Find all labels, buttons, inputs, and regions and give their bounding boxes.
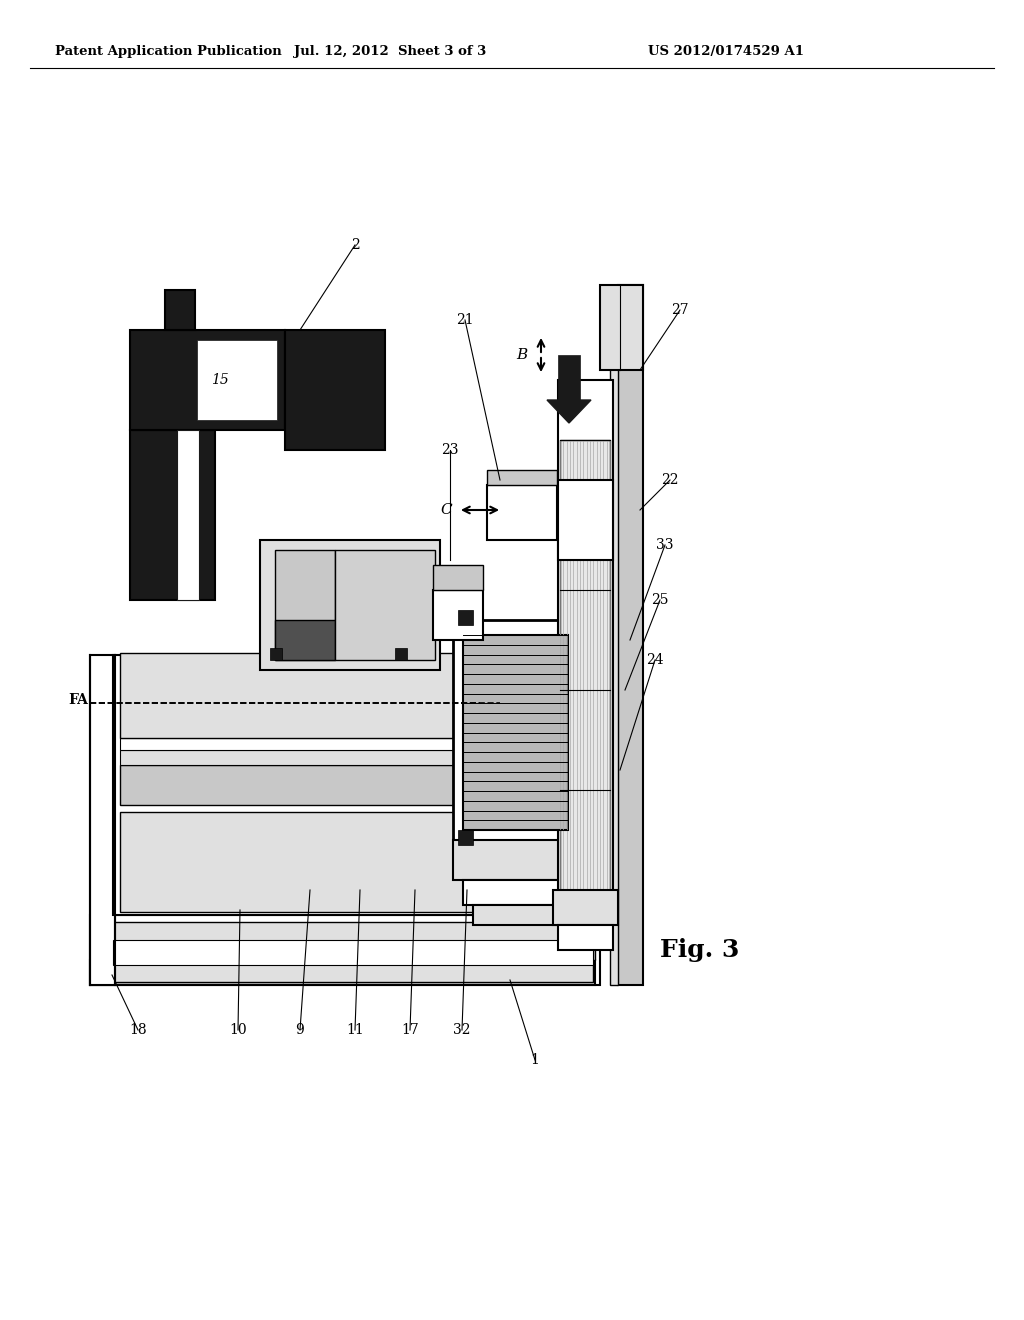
Bar [275,620,335,660]
Text: 25: 25 [651,593,669,607]
Bar [177,430,199,601]
Bar [558,925,613,950]
Text: 15: 15 [211,374,229,387]
Bar [487,470,557,484]
Bar [395,648,407,660]
Text: 18: 18 [129,1023,146,1038]
Text: 23: 23 [441,444,459,457]
Text: 2: 2 [350,238,359,252]
Bar [275,550,335,660]
Bar [558,380,613,925]
Bar [120,750,496,766]
Bar [335,550,435,660]
Text: 21: 21 [456,313,474,327]
Bar [90,942,595,960]
Bar [120,653,496,738]
Text: 33: 33 [656,539,674,552]
Bar [285,330,385,450]
Text: 9: 9 [296,1023,304,1038]
Text: 24: 24 [646,653,664,667]
Bar [558,355,580,400]
Bar [197,341,278,420]
Bar [270,648,282,660]
Text: 22: 22 [662,473,679,487]
Bar [553,890,618,925]
Bar [473,906,563,925]
Bar [558,480,613,560]
Bar [618,285,643,985]
Text: Fig. 3: Fig. 3 [660,939,739,962]
Text: 32: 32 [454,1023,471,1038]
Text: 11: 11 [346,1023,364,1038]
Bar [463,880,573,906]
Text: Jul. 12, 2012  Sheet 3 of 3: Jul. 12, 2012 Sheet 3 of 3 [294,45,486,58]
Text: B: B [516,348,527,362]
Bar [487,484,557,540]
Bar [120,812,496,912]
Bar [453,620,583,840]
Bar [463,635,568,830]
Bar [90,960,595,985]
Bar [120,738,496,750]
Bar [90,915,600,985]
Bar [165,290,195,330]
Bar [120,766,496,805]
Polygon shape [547,400,591,422]
Bar [600,285,643,370]
Text: Patent Application Publication: Patent Application Publication [55,45,282,58]
Bar [260,540,440,671]
Bar [113,655,503,915]
Bar [433,590,483,640]
Text: US 2012/0174529 A1: US 2012/0174529 A1 [648,45,804,58]
Text: C: C [440,503,452,517]
Bar [458,610,473,624]
Bar [560,440,610,890]
Bar [453,840,583,880]
Bar [433,565,483,590]
Bar [610,285,618,985]
Bar [130,430,215,601]
Text: 17: 17 [401,1023,419,1038]
Text: 10: 10 [229,1023,247,1038]
Bar [130,330,285,430]
Text: FA: FA [69,693,88,708]
Bar [113,921,593,982]
Bar [113,940,593,965]
Text: 1: 1 [530,1053,540,1067]
Bar [90,655,115,985]
Bar [458,830,473,845]
Text: 27: 27 [671,304,689,317]
